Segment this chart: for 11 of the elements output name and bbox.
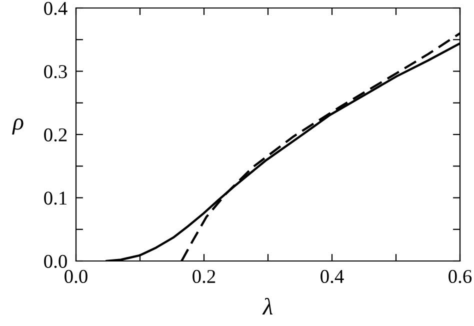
y-tick-label: 0.4 bbox=[44, 2, 68, 16]
y-tick-label: 0.2 bbox=[44, 128, 67, 142]
x-axis-title: λ bbox=[262, 298, 273, 314]
x-tick-label: 0.4 bbox=[320, 270, 344, 284]
x-tick-label: 0.6 bbox=[448, 270, 472, 284]
x-tick-label: 0.2 bbox=[192, 270, 216, 284]
y-tick-label: 0.1 bbox=[44, 192, 66, 205]
y-axis-title: ρ bbox=[12, 118, 24, 134]
x-tick-label: 0.0 bbox=[64, 270, 88, 284]
y-tick-label: 0.0 bbox=[44, 254, 67, 268]
y-tick-label: 0.3 bbox=[44, 65, 67, 78]
